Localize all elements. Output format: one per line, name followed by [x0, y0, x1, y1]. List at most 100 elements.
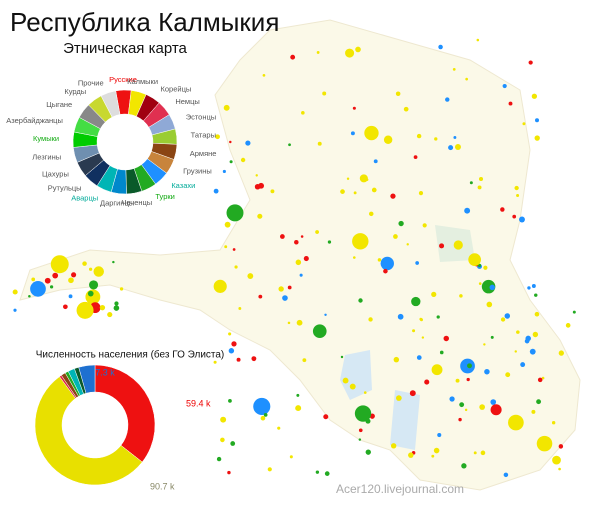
settlement-dot [93, 266, 104, 277]
settlement-dot [531, 93, 538, 99]
settlement-dot [459, 294, 463, 298]
settlement-dot [565, 323, 571, 328]
settlement-dot [240, 157, 246, 163]
settlement-dot [220, 437, 225, 443]
settlement-dot [422, 223, 427, 228]
settlement-dot [453, 135, 457, 139]
settlement-dot [28, 295, 31, 298]
settlement-dot [477, 185, 482, 190]
settlement-dot [445, 97, 450, 102]
settlement-dot [228, 332, 232, 336]
population-donut: 59.4 k 90.7 k 7.3 k [34, 364, 211, 491]
settlement-dot [406, 243, 409, 246]
settlement-dot [365, 178, 369, 181]
settlement-dot [558, 350, 564, 356]
donut-segment [78, 364, 96, 394]
settlement-dot [478, 176, 484, 181]
settlement-dot [251, 356, 257, 362]
settlement-dot [349, 383, 356, 390]
settlement-dot [30, 281, 46, 297]
settlement-dot [119, 287, 124, 291]
legend-label: Турки [155, 192, 174, 201]
settlement-dot [412, 329, 416, 333]
settlement-dot [483, 343, 486, 346]
legend-label: Цыгане [46, 100, 72, 109]
settlement-dot [315, 230, 319, 234]
settlement-dot [490, 404, 502, 416]
settlement-dot [224, 221, 231, 228]
settlement-dot [454, 144, 461, 151]
settlement-dot [322, 91, 327, 96]
settlement-dot [514, 350, 517, 353]
settlement-dot [551, 420, 556, 425]
settlement-dot [342, 377, 349, 384]
settlement-dot [396, 395, 402, 401]
settlement-dot [466, 377, 470, 382]
settlement-dot [270, 189, 275, 194]
settlement-dot [229, 160, 233, 164]
legend-label: Курды [64, 87, 86, 96]
settlement-dot [350, 131, 355, 136]
settlement-dot [541, 376, 545, 380]
settlement-dot [52, 272, 59, 279]
settlement-dot [431, 454, 435, 458]
settlement-dot [534, 293, 538, 297]
settlement-dot [359, 174, 368, 183]
settlement-dot [258, 294, 263, 299]
settlement-dot [114, 301, 119, 306]
settlement-dot [99, 304, 106, 311]
settlement-dot [44, 277, 51, 284]
settlement-dot [254, 183, 261, 190]
settlement-dot [531, 284, 536, 288]
settlement-dot [13, 308, 17, 312]
settlement-dot [295, 405, 302, 412]
settlement-dot [88, 280, 99, 290]
settlement-dot [278, 286, 284, 292]
settlement-dot [216, 456, 222, 462]
lake [340, 350, 372, 400]
lake [390, 390, 420, 450]
settlement-dot [345, 48, 355, 58]
settlement-dot [532, 331, 539, 338]
settlement-dot [260, 415, 266, 421]
settlement-dot [354, 405, 372, 422]
settlement-dot [323, 414, 329, 420]
settlement-dot [71, 272, 77, 278]
settlement-dot [552, 455, 561, 465]
settlement-dot [524, 338, 530, 344]
settlement-dot [536, 435, 553, 452]
settlement-dot [393, 234, 398, 239]
settlement-dot [516, 193, 520, 197]
settlement-dot [431, 364, 443, 376]
settlement-dot [316, 51, 320, 54]
settlement-dot [340, 189, 345, 194]
settlement-dot [253, 397, 271, 415]
settlement-dot [424, 379, 430, 385]
legend-label: Корейцы [161, 85, 192, 94]
settlement-dot [287, 321, 291, 325]
settlement-dot [352, 233, 369, 250]
settlement-dot [228, 399, 232, 403]
settlement-dot [224, 245, 228, 249]
settlement-dot [449, 396, 455, 402]
legend-label: Цахуры [42, 170, 69, 179]
settlement-dot [294, 240, 299, 245]
settlement-dot [312, 324, 327, 339]
settlement-dot [223, 104, 230, 111]
settlement-dot [267, 467, 272, 472]
settlement-dot [107, 311, 113, 318]
settlement-dot [315, 470, 320, 474]
settlement-dot [558, 467, 561, 471]
legend-label: Немцы [175, 97, 199, 106]
settlement-dot [512, 214, 517, 219]
settlement-dot [439, 350, 444, 355]
settlement-dot [476, 38, 480, 42]
settlements [12, 38, 576, 478]
settlement-dot [519, 216, 525, 223]
settlement-dot [238, 307, 242, 310]
settlement-dot [413, 155, 418, 160]
settlement-dot [213, 279, 227, 293]
settlement-dot [398, 220, 404, 227]
settlement-dot [352, 106, 356, 110]
